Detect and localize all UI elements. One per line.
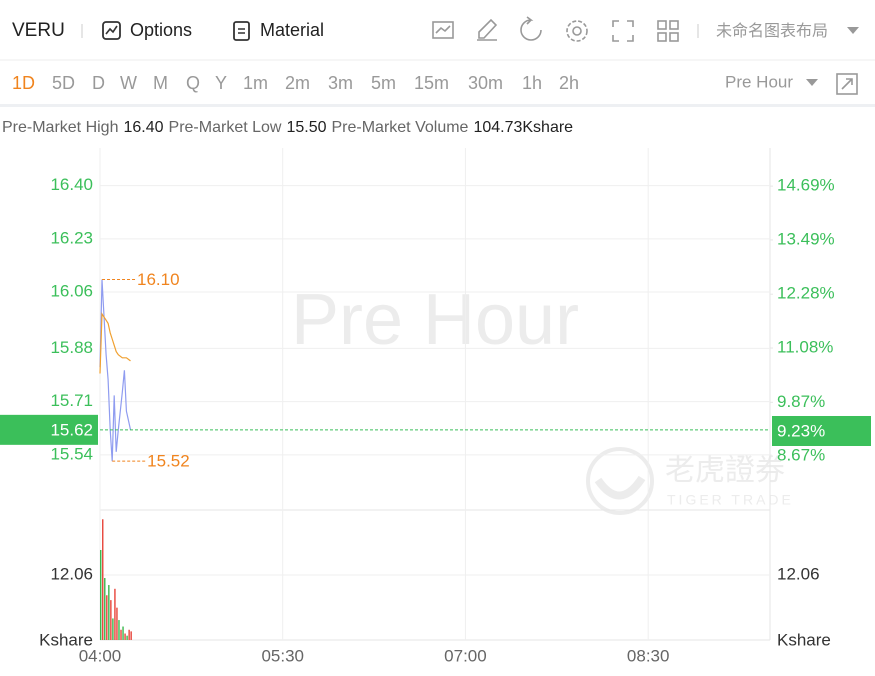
options-icon[interactable] <box>102 21 121 40</box>
y-tick-label: 16.06 <box>50 282 93 301</box>
volume-bar <box>110 600 112 640</box>
price-line <box>99 312 131 374</box>
dropdown-arrow[interactable] <box>806 79 818 86</box>
period-tab[interactable]: 1m <box>243 73 268 93</box>
material-icon[interactable] <box>233 21 250 41</box>
period-tab[interactable]: D <box>92 73 105 93</box>
volume-bar <box>118 620 120 640</box>
period-tab[interactable]: W <box>120 73 137 93</box>
price-line <box>99 279 132 462</box>
volume-bar <box>122 626 124 640</box>
period-tab[interactable]: Q <box>186 73 200 93</box>
extreme-label: 15.52 <box>147 452 190 471</box>
layout-menu[interactable]: 未命名图表布局 <box>716 22 828 40</box>
brand-logo <box>586 447 654 515</box>
volume-bar <box>128 629 130 640</box>
stat-value: 104.73Kshare <box>473 119 573 136</box>
period-tab[interactable]: 1h <box>522 73 542 93</box>
last-pct-label: 9.23% <box>777 421 825 440</box>
y-tick-label: 16.23 <box>50 228 93 247</box>
last-price-badge <box>0 414 98 445</box>
x-tick-label: 08:30 <box>627 646 670 665</box>
volume-bar <box>108 585 110 640</box>
volume-bar <box>126 635 128 640</box>
dropdown-arrow[interactable] <box>847 27 859 34</box>
watermark: Pre Hour <box>291 280 579 360</box>
y-tick-label: 15.54 <box>50 444 93 463</box>
last-price-label: 15.62 <box>50 420 93 439</box>
volume-bar <box>102 519 104 640</box>
divider <box>0 104 875 107</box>
x-tick-label: 04:00 <box>79 646 122 665</box>
volume-bar <box>112 618 114 640</box>
options-button[interactable]: Options <box>130 20 192 40</box>
volume-bar <box>114 588 116 640</box>
y2-tick-label: 9.87% <box>777 392 825 411</box>
volume-bar <box>100 549 102 640</box>
brand-name: 老虎證券 <box>665 454 785 487</box>
period-bar: 1D 5D D W M Q Y 1m 2m 3m 5m 15m 30m 1h 2h <box>12 73 579 93</box>
y-tick-label: 16.40 <box>50 175 93 194</box>
y-tick-label: 12.06 <box>50 564 93 583</box>
symbol[interactable]: VERU <box>12 20 65 41</box>
volume-unit: Kshare <box>39 630 93 649</box>
period-tab[interactable]: 1D <box>12 73 35 93</box>
y2-tick-label: 12.06 <box>777 564 820 583</box>
y2-tick-label: 14.69% <box>777 176 835 195</box>
volume-bar <box>106 595 108 640</box>
stat-value: 16.40 <box>123 119 163 136</box>
period-tab[interactable]: 15m <box>414 73 449 93</box>
volume-bar <box>116 607 118 640</box>
plot: Pre Hour 老虎證券 TIGER TRADE 04:00 05:30 07:00 08… <box>0 148 871 665</box>
x-tick-label: 07:00 <box>444 646 487 665</box>
y2-tick-label: 12.28% <box>777 284 835 303</box>
stat-value: 15.50 <box>286 119 326 136</box>
last-pct-badge <box>772 415 871 446</box>
brand-logo <box>594 475 646 500</box>
period-tab[interactable]: M <box>153 73 168 93</box>
period-tab[interactable]: 2m <box>285 73 310 93</box>
period-tab[interactable]: 2h <box>559 73 579 93</box>
material-button[interactable]: Material <box>260 20 324 40</box>
y-tick-label: 15.88 <box>50 338 93 357</box>
fullscreen-icon[interactable] <box>836 73 858 95</box>
x-tick-label: 05:30 <box>261 646 304 665</box>
volume-bar <box>104 578 106 640</box>
volume-bar <box>124 633 126 640</box>
extreme-label: 16.10 <box>137 270 180 289</box>
y2-tick-label: 8.67% <box>777 446 825 465</box>
period-tab[interactable]: 5D <box>52 73 75 93</box>
stats-line: Pre-Market High 16.40 Pre-Market Low 15.50 P… <box>2 119 573 136</box>
y2-tick-label: 13.49% <box>777 229 835 248</box>
y2-tick-label: 11.08% <box>777 338 833 357</box>
y-tick-label: 15.71 <box>50 391 93 410</box>
period-tab[interactable]: 30m <box>468 73 503 93</box>
stat-label: Pre-Market High <box>2 119 118 136</box>
period-tab[interactable]: 3m <box>328 73 353 93</box>
period-tab[interactable]: 5m <box>371 73 396 93</box>
volume-bar <box>120 629 122 640</box>
session-menu[interactable]: Pre Hour <box>725 72 793 91</box>
stat-label: Pre-Market Volume <box>332 119 469 136</box>
volume-bar <box>130 631 132 640</box>
volume-unit: Kshare <box>777 630 831 649</box>
brand-sub: TIGER TRADE <box>667 492 794 508</box>
tool-icons[interactable] <box>432 16 679 42</box>
stat-label: Pre-Market Low <box>169 119 282 136</box>
period-tab[interactable]: Y <box>215 73 227 93</box>
